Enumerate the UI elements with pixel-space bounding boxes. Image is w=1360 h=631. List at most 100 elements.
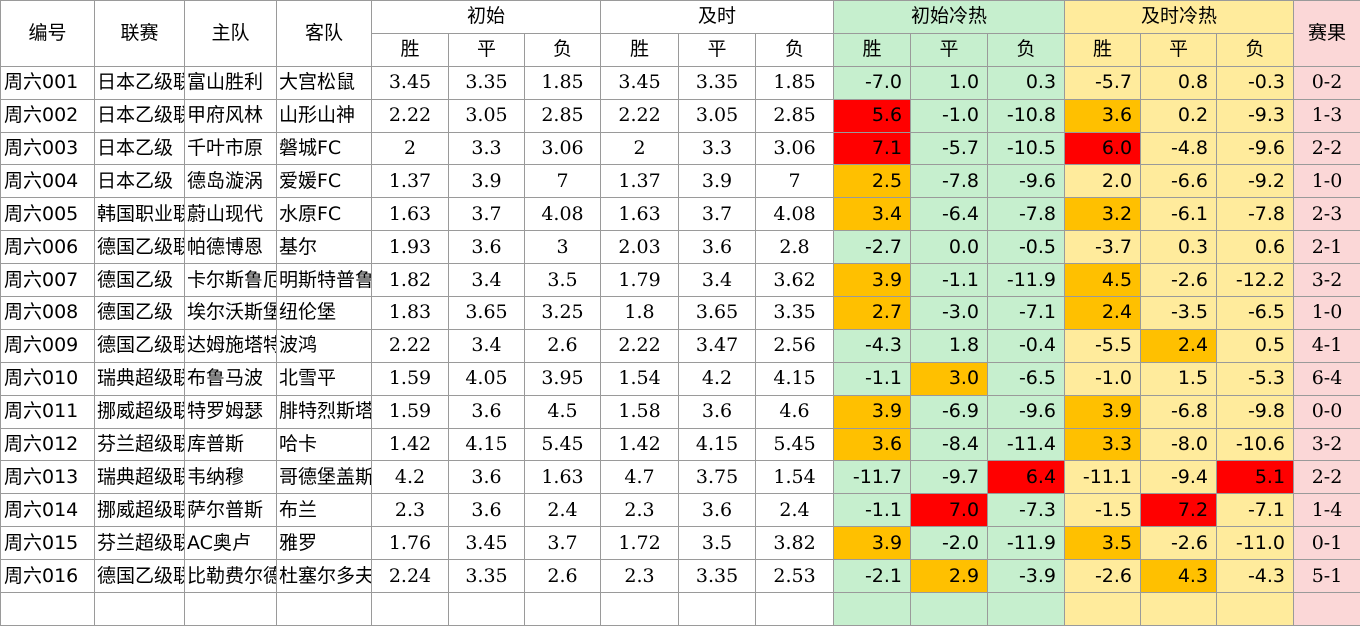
initial-heat-win-cell[interactable]: -1.1 <box>833 361 912 396</box>
score-cell[interactable]: 2-2 <box>1293 131 1360 166</box>
live-odds-win-cell[interactable]: 2 <box>600 131 680 166</box>
match-id-cell[interactable]: 周六014 <box>0 493 95 528</box>
away-team-cell[interactable]: 爱媛FC <box>276 164 372 199</box>
live-odds-win-cell[interactable]: 3.45 <box>600 65 680 100</box>
initial-heat-draw-cell[interactable]: -1.1 <box>910 263 989 298</box>
live-odds-loss-cell[interactable]: 2.8 <box>755 230 835 265</box>
live-odds-loss-cell[interactable]: 3.62 <box>755 263 835 298</box>
sub-header-iheat-loss[interactable]: 负 <box>987 32 1066 67</box>
sub-header-initial-loss[interactable]: 负 <box>523 32 602 67</box>
group-header-initial-heat[interactable]: 初始冷热 <box>833 0 1066 34</box>
group-header-live[interactable]: 及时 <box>600 0 835 34</box>
initial-heat-loss-cell[interactable]: -3.9 <box>987 559 1066 594</box>
initial-odds-win-cell[interactable]: 1.93 <box>371 230 449 265</box>
initial-heat-win-cell[interactable]: -7.0 <box>833 65 912 100</box>
col-header-away[interactable]: 客队 <box>276 0 372 67</box>
live-heat-draw-cell[interactable]: -9.4 <box>1140 460 1218 495</box>
initial-odds-draw-cell[interactable]: 3.4 <box>448 263 525 298</box>
home-team-cell[interactable]: 布鲁马波 <box>184 361 277 396</box>
live-odds-win-cell[interactable]: 1.79 <box>600 263 680 298</box>
home-team-cell[interactable]: 埃尔沃斯堡 <box>184 296 277 330</box>
col-header-result[interactable]: 赛果 <box>1293 0 1360 67</box>
live-odds-win-cell[interactable]: 1.58 <box>600 394 680 429</box>
live-heat-win-cell[interactable]: -5.7 <box>1064 65 1142 100</box>
initial-odds-loss-cell[interactable]: 2.6 <box>523 328 602 363</box>
away-team-cell[interactable]: 明斯特普鲁士 <box>276 263 372 298</box>
league-cell[interactable]: 瑞典超级联赛 <box>94 361 185 396</box>
home-team-cell[interactable]: 蔚山现代 <box>184 197 277 232</box>
live-heat-loss-cell[interactable]: -10.6 <box>1216 427 1295 462</box>
live-heat-draw-cell[interactable]: 0.2 <box>1140 98 1218 133</box>
home-team-cell[interactable]: 甲府风林 <box>184 98 277 133</box>
away-team-cell[interactable]: 大宫松鼠 <box>276 65 372 100</box>
sub-header-live-loss[interactable]: 负 <box>755 32 835 67</box>
league-cell[interactable]: 挪威超级联赛 <box>94 394 185 429</box>
live-heat-draw-cell[interactable]: -6.8 <box>1140 394 1218 429</box>
match-id-cell[interactable]: 周六005 <box>0 197 95 232</box>
score-cell[interactable]: 6-4 <box>1293 361 1360 396</box>
league-cell[interactable]: 德国乙级联赛 <box>94 559 185 594</box>
initial-heat-draw-cell[interactable]: 2.9 <box>910 559 989 594</box>
live-odds-win-cell[interactable]: 1.72 <box>600 526 680 561</box>
away-team-cell[interactable]: 山形山神 <box>276 98 372 133</box>
live-odds-win-cell[interactable]: 1.54 <box>600 361 680 396</box>
score-cell[interactable]: 4-1 <box>1293 328 1360 363</box>
initial-heat-loss-cell[interactable]: -0.5 <box>987 230 1066 265</box>
away-team-cell[interactable]: 波鸿 <box>276 328 372 363</box>
initial-heat-win-cell[interactable]: -11.7 <box>833 460 912 495</box>
col-header-id[interactable]: 编号 <box>0 0 95 67</box>
initial-odds-draw-cell[interactable]: 3.05 <box>448 98 525 133</box>
live-odds-loss-cell[interactable]: 3.35 <box>755 296 835 330</box>
live-odds-draw-cell[interactable]: 4.2 <box>678 361 757 396</box>
initial-odds-win-cell[interactable]: 1.83 <box>371 296 449 330</box>
empty-cell[interactable] <box>448 592 525 626</box>
live-heat-loss-cell[interactable]: -7.1 <box>1216 493 1295 528</box>
live-odds-loss-cell[interactable]: 3.82 <box>755 526 835 561</box>
live-heat-win-cell[interactable]: -1.5 <box>1064 493 1142 528</box>
initial-odds-win-cell[interactable]: 1.59 <box>371 361 449 396</box>
league-cell[interactable]: 日本乙级 <box>94 131 185 166</box>
live-odds-draw-cell[interactable]: 3.3 <box>678 131 757 166</box>
initial-heat-draw-cell[interactable]: -7.8 <box>910 164 989 199</box>
initial-heat-win-cell[interactable]: 2.5 <box>833 164 912 199</box>
live-heat-win-cell[interactable]: 4.5 <box>1064 263 1142 298</box>
empty-cell[interactable] <box>1216 592 1295 626</box>
initial-odds-loss-cell[interactable]: 1.85 <box>523 65 602 100</box>
live-heat-draw-cell[interactable]: -3.5 <box>1140 296 1218 330</box>
initial-heat-win-cell[interactable]: -2.1 <box>833 559 912 594</box>
initial-odds-win-cell[interactable]: 1.42 <box>371 427 449 462</box>
away-team-cell[interactable]: 基尔 <box>276 230 372 265</box>
live-heat-draw-cell[interactable]: 2.4 <box>1140 328 1218 363</box>
live-heat-loss-cell[interactable]: -12.2 <box>1216 263 1295 298</box>
live-heat-win-cell[interactable]: 3.2 <box>1064 197 1142 232</box>
live-odds-draw-cell[interactable]: 3.5 <box>678 526 757 561</box>
empty-cell[interactable] <box>1064 592 1142 626</box>
home-team-cell[interactable]: 达姆施塔特 <box>184 328 277 363</box>
live-heat-win-cell[interactable]: -11.1 <box>1064 460 1142 495</box>
score-cell[interactable]: 1-4 <box>1293 493 1360 528</box>
initial-heat-loss-cell[interactable]: -7.8 <box>987 197 1066 232</box>
league-cell[interactable]: 芬兰超级联赛 <box>94 526 185 561</box>
live-heat-loss-cell[interactable]: -9.6 <box>1216 131 1295 166</box>
score-cell[interactable]: 2-2 <box>1293 460 1360 495</box>
empty-cell[interactable] <box>678 592 757 626</box>
col-header-home[interactable]: 主队 <box>184 0 277 67</box>
live-heat-draw-cell[interactable]: 1.5 <box>1140 361 1218 396</box>
live-heat-loss-cell[interactable]: -9.8 <box>1216 394 1295 429</box>
live-heat-loss-cell[interactable]: 0.5 <box>1216 328 1295 363</box>
initial-heat-draw-cell[interactable]: 7.0 <box>910 493 989 528</box>
initial-odds-loss-cell[interactable]: 4.5 <box>523 394 602 429</box>
initial-odds-loss-cell[interactable]: 3.7 <box>523 526 602 561</box>
match-id-cell[interactable]: 周六002 <box>0 98 95 133</box>
league-cell[interactable]: 德国乙级 <box>94 296 185 330</box>
away-team-cell[interactable]: 纽伦堡 <box>276 296 372 330</box>
live-heat-loss-cell[interactable]: -5.3 <box>1216 361 1295 396</box>
empty-cell[interactable] <box>0 592 95 626</box>
league-cell[interactable]: 日本乙级联赛 <box>94 65 185 100</box>
initial-heat-loss-cell[interactable]: -11.9 <box>987 526 1066 561</box>
live-odds-win-cell[interactable]: 2.22 <box>600 328 680 363</box>
live-heat-win-cell[interactable]: 2.0 <box>1064 164 1142 199</box>
live-heat-win-cell[interactable]: -2.6 <box>1064 559 1142 594</box>
live-heat-win-cell[interactable]: 2.4 <box>1064 296 1142 330</box>
away-team-cell[interactable]: 雅罗 <box>276 526 372 561</box>
